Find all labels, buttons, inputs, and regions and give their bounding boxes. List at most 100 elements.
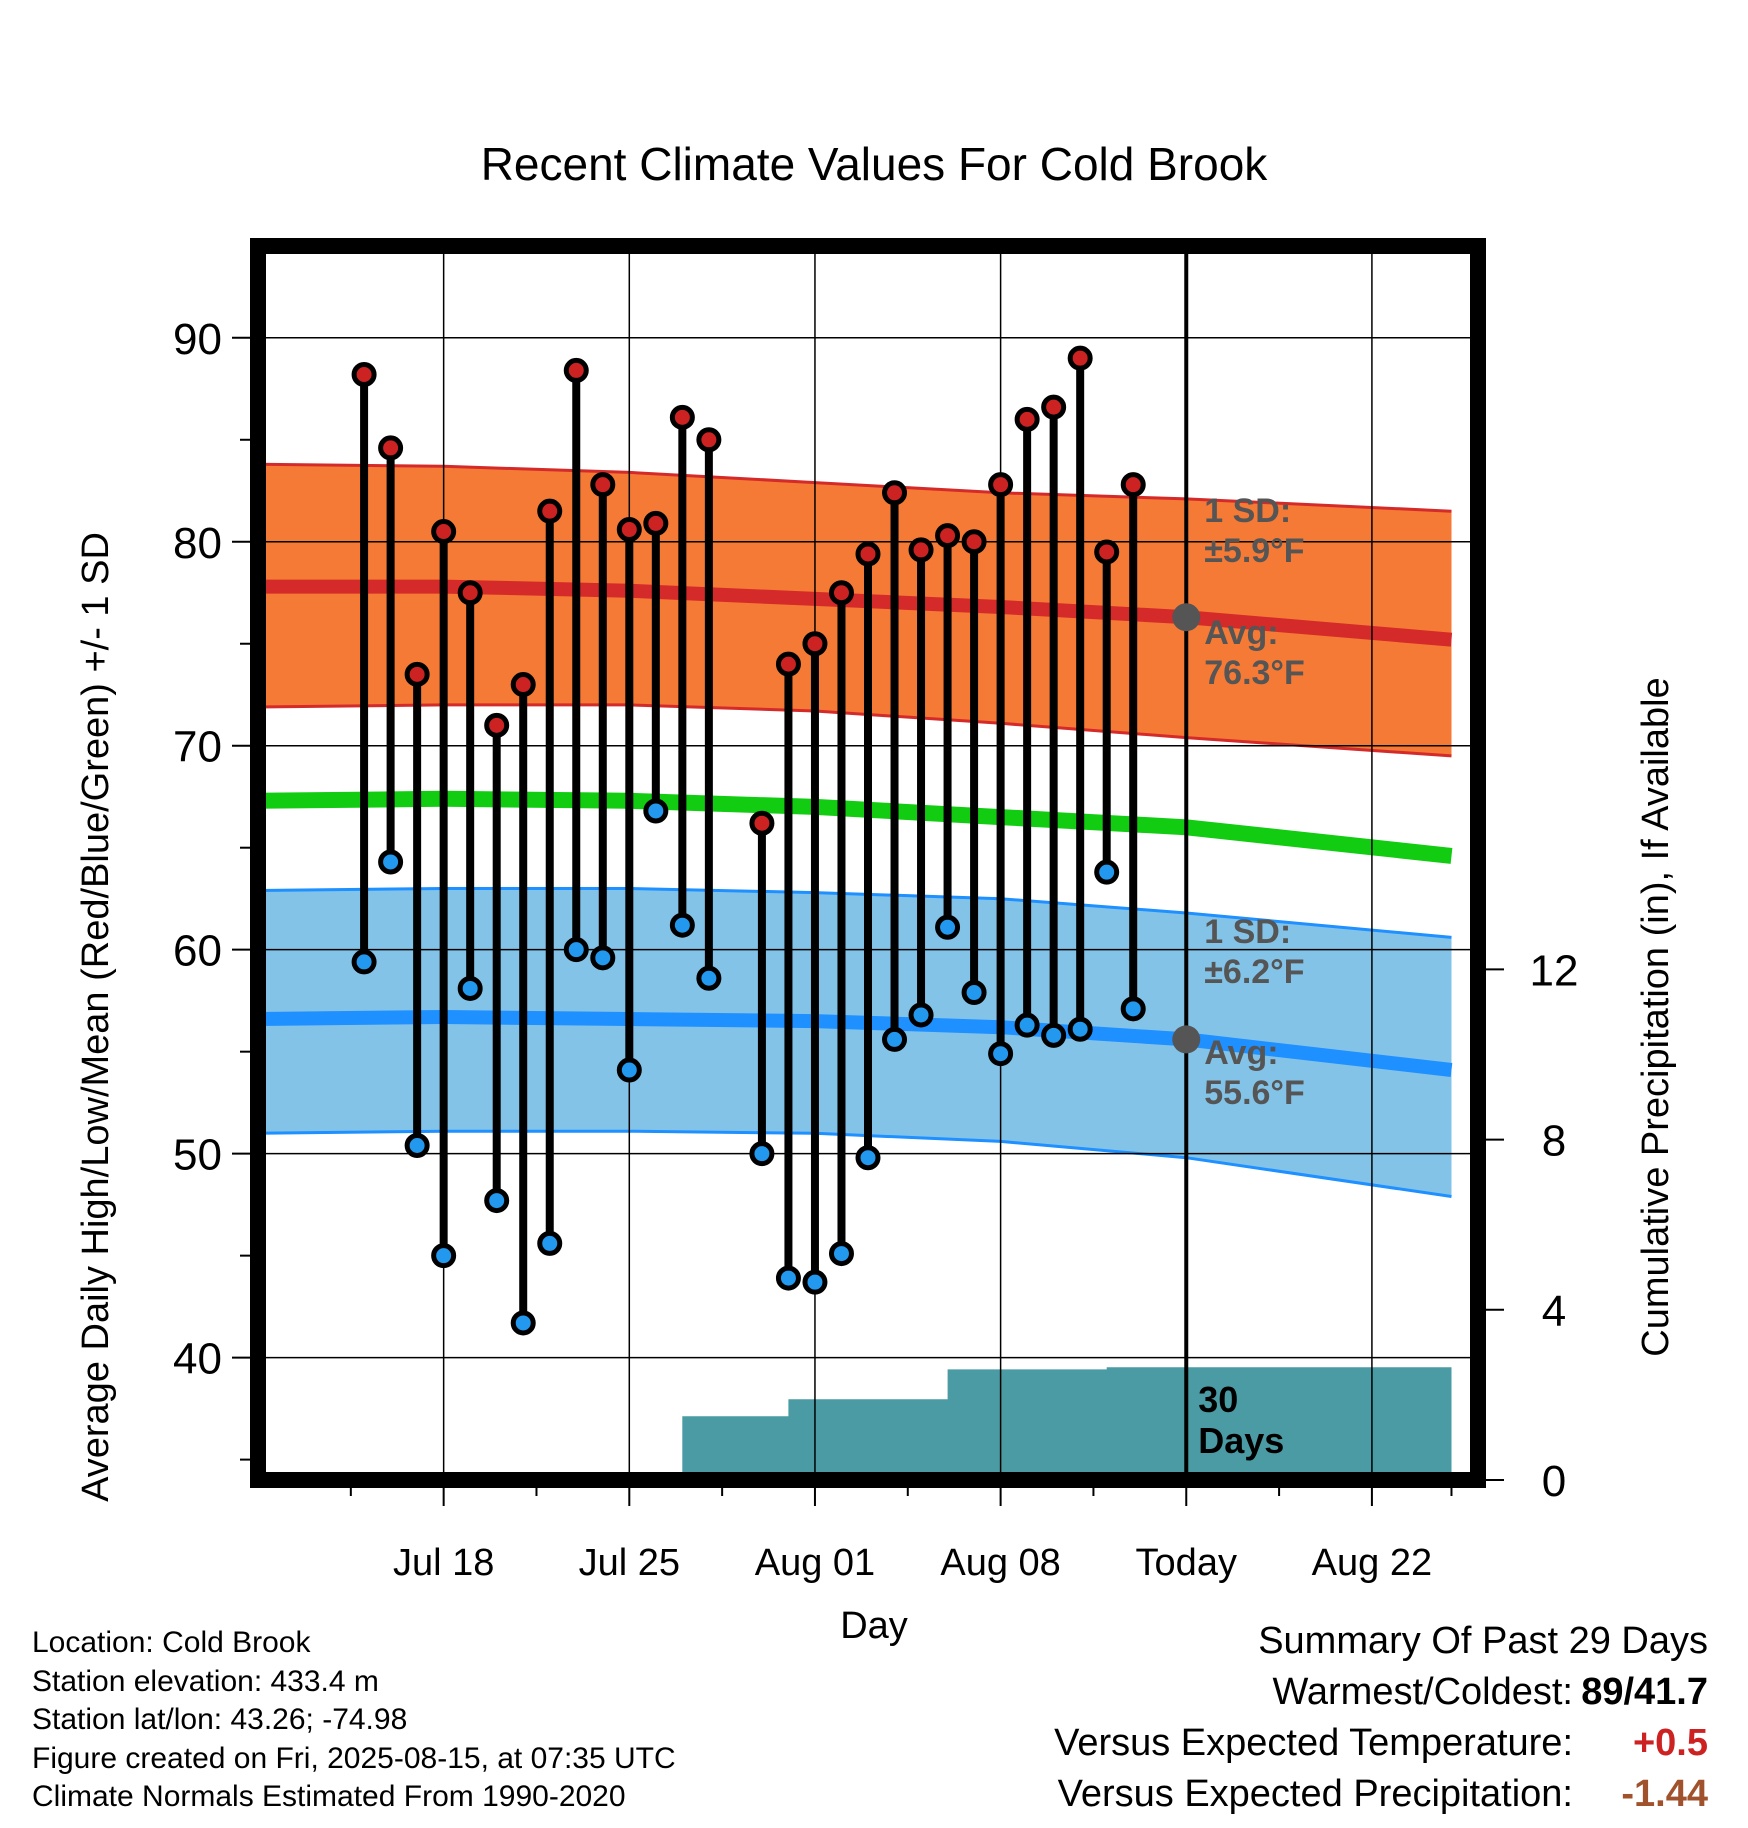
y-axis-label-left: Average Daily High/Low/Mean (Red/Blue/Gr… [75,532,117,1502]
daily-high-point [908,537,934,563]
daily-high-point [669,404,695,430]
high-avg-label: Avg: [1204,614,1278,652]
temp-value: +0.5 [1632,1722,1708,1764]
daily-low-point [404,1132,430,1158]
daily-high-point [590,472,616,498]
daily-high-point [404,661,430,687]
daily-high-point [961,529,987,555]
warm-cold-value: 89/41.7 [1581,1671,1708,1713]
daily-high-point [616,517,642,543]
daily-low-point [590,945,616,971]
daily-high-point [935,523,961,549]
daily-low-point [1041,1022,1067,1048]
daily-high-point [537,498,563,524]
daily-high-point [1041,394,1067,420]
daily-low-point [643,798,669,824]
axes: 40 50 60 70 80 90 0 4 8 12 Jul 18 Jul 25 Aug 01 Aug 0… [173,238,1579,1584]
window-days-number: 30 [1198,1379,1238,1420]
daily-low-point [988,1041,1014,1067]
temp-label: Versus Expected Temperature: [1054,1722,1573,1764]
summary-title: Summary Of Past 29 Days [1258,1620,1708,1662]
daily-high-point [457,580,483,606]
daily-high-point [802,631,828,657]
daily-high-point [1150,0,1170,10]
daily-low-point [484,1188,510,1214]
daily-high-point [1094,539,1120,565]
daily-low-point [1120,996,1146,1022]
x-tick-label: Aug 01 [755,1542,875,1584]
location-text: Location: Cold Brook [32,1626,311,1659]
x-tick-label: Aug 22 [1312,1542,1432,1584]
window-days-label: Days [1198,1420,1284,1461]
x-axis-label: Day [840,1605,908,1647]
mean-line [258,790,1453,864]
x-tick-label: Aug 08 [940,1542,1060,1584]
y-tick-label-left: 50 [173,1131,222,1180]
low-sd-label: 1 SD: [1204,913,1291,951]
daily-low-point [908,1002,934,1028]
daily-low-point [616,1057,642,1083]
daily-high-point [882,480,908,506]
daily-low-point [802,1269,828,1295]
created-text: Figure created on Fri, 2025-08-15, at 07… [32,1741,676,1775]
daily-low-point [351,949,377,975]
y-tick-label-right: 8 [1542,1117,1566,1166]
x-tick-label: Jul 18 [393,1542,494,1584]
y-tick-label-right: 0 [1542,1457,1566,1506]
daily-low-point [537,1230,563,1256]
daily-high-point [1067,345,1093,371]
daily-low-point [431,1243,457,1269]
today-avg-low-point [1172,1025,1201,1054]
daily-high-point [510,672,536,698]
low-avg-label: Avg: [1204,1034,1278,1072]
precip-value: -1.44 [1621,1773,1708,1815]
daily-low-point [1067,1016,1093,1042]
normals-text: Climate Normals Estimated From 1990-2020 [32,1780,626,1813]
y-tick-label-right: 12 [1530,946,1579,995]
plot-frame [250,238,1486,1488]
summary-panel: Summary Of Past 29 Days Warmest/Coldest:… [1054,1620,1708,1824]
daily-high-point [431,519,457,545]
y-tick-label-left: 90 [173,315,222,364]
warm-cold-label: Warmest/Coldest: [1272,1671,1573,1713]
high-sd-value: ±5.9°F [1204,532,1304,570]
daily-low-point [961,980,987,1006]
high-avg-value: 76.3°F [1204,654,1305,692]
y-tick-label-left: 40 [173,1335,222,1384]
summary-temp: Versus Expected Temperature: +0.5 [1054,1722,1708,1773]
y-tick-label-left: 60 [173,927,222,976]
daily-high-point [749,810,775,836]
y-axis-label-right: Cumulative Precipitation (in), If Availa… [1635,677,1677,1356]
daily-high-point [696,427,722,453]
daily-high-point [563,357,589,383]
latlon-text: Station lat/lon: 43.26; -74.98 [32,1703,408,1736]
high-sd-band [258,464,1452,756]
daily-high-point [643,510,669,536]
daily-low-point [935,914,961,940]
summary-warm-cold: Warmest/Coldest: 89/41.7 [1054,1671,1708,1722]
low-avg-value: 55.6°F [1204,1074,1305,1112]
chart-title: Recent Climate Values For Cold Brook [481,138,1269,190]
daily-high-point [1014,406,1040,432]
x-tick-label: Jul 25 [579,1542,680,1584]
daily-high-point [828,580,854,606]
y-tick-label-left: 70 [173,723,222,772]
summary-precip: Versus Expected Precipitation: -1.44 [1054,1773,1708,1824]
elevation-text: Station elevation: 433.4 m [32,1664,379,1698]
daily-high-point [484,712,510,738]
daily-high-point [988,472,1014,498]
daily-high-point [378,435,404,461]
precip-area [258,1367,1452,1480]
daily-low-point [563,937,589,963]
y-tick-label-left: 80 [173,519,222,568]
low-sd-band [258,888,1452,1197]
daily-low-point [1094,859,1120,885]
high-sd-label: 1 SD: [1204,492,1291,530]
daily-high-point [855,541,881,567]
x-tick-label: Today [1136,1542,1237,1584]
precip-label: Versus Expected Precipitation: [1057,1773,1573,1815]
daily-low-point [882,1026,908,1052]
daily-high-point [351,361,377,387]
